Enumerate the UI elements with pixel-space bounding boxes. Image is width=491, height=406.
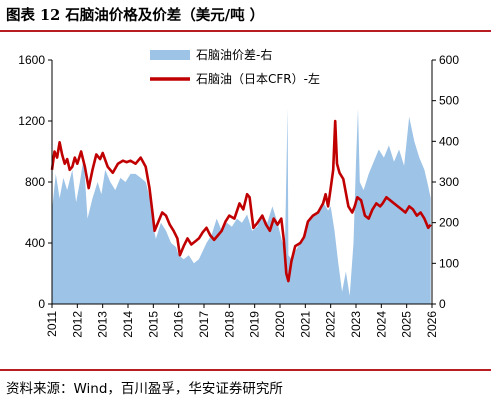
x-tick-label: 2022 (324, 311, 338, 338)
x-tick-label: 2025 (400, 311, 414, 338)
y-left-tick-label: 400 (25, 236, 45, 250)
source-rule (0, 369, 491, 371)
x-tick-label: 2023 (349, 311, 363, 338)
x-tick-label: 2015 (146, 311, 160, 338)
x-tick-label: 2020 (273, 311, 287, 338)
y-left-tick-label: 1600 (18, 53, 45, 67)
y-right-tick-label: 100 (439, 256, 459, 270)
y-right-tick-label: 0 (439, 297, 446, 311)
axes: 0 400 800 1200 1600 0 100 200 300 400 500 600 2011 20… (18, 53, 459, 338)
price-line-layer (50, 119, 432, 283)
x-tick-label: 2017 (197, 311, 211, 338)
legend-label-price: 石脑油（日本CFR）-左 (196, 71, 320, 86)
y-right-tick-label: 200 (439, 216, 459, 230)
x-tick-label: 2011 (45, 311, 59, 337)
legend-label-spread: 石脑油价差-右 (196, 47, 272, 62)
price-spread-chart: 0 400 800 1200 1600 0 100 200 300 400 500 600 2011 20… (18, 47, 459, 338)
y-right-tick-label: 500 (439, 94, 459, 108)
title-rule (0, 30, 491, 32)
source-note: 资料来源：Wind，百川盈孚，华安证券研究所 (6, 381, 283, 397)
x-tick-label: 2024 (374, 311, 388, 338)
x-tick-label: 2013 (96, 311, 110, 338)
figure-title: 图表 12 石脑油价格及价差（美元/吨 ） (6, 7, 265, 24)
x-tick-label: 2016 (172, 311, 186, 338)
y-right-tick-label: 400 (439, 134, 459, 148)
x-tick-label: 2019 (248, 311, 262, 338)
y-left-tick-label: 1200 (18, 114, 45, 128)
y-right-tick-label: 300 (439, 175, 459, 189)
legend-swatch-spread (150, 50, 190, 60)
y-left-tick-label: 800 (25, 175, 45, 189)
x-tick-label: 2014 (121, 311, 135, 338)
x-tick-label: 2018 (222, 311, 236, 338)
x-tick-label: 2012 (70, 311, 84, 338)
x-tick-label: 2026 (425, 311, 439, 338)
x-tick-label: 2021 (298, 311, 312, 338)
price-line (50, 119, 432, 283)
spread-area (52, 108, 431, 304)
y-right-tick-label: 600 (439, 53, 459, 67)
y-left-tick-label: 0 (38, 297, 45, 311)
spread-area-layer (52, 108, 431, 304)
